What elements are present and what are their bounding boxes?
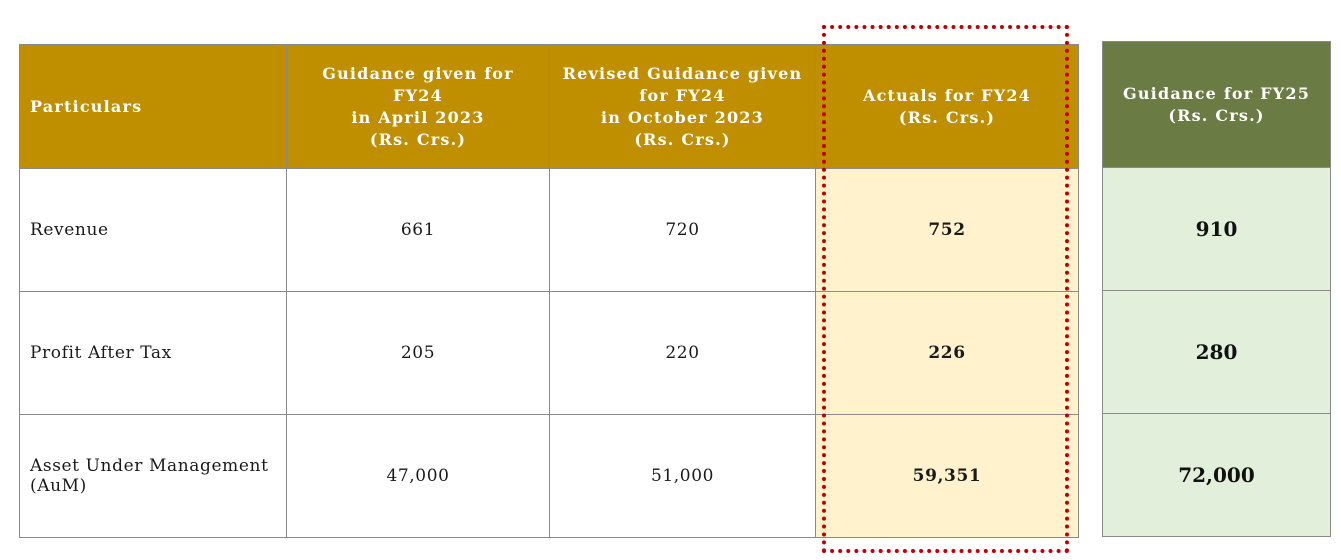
header-fy25-line: (Rs. Crs.)	[1168, 105, 1265, 125]
cell-actual: 59,351	[815, 414, 1079, 538]
row-label: Profit After Tax	[19, 291, 287, 415]
table-header-row: Particulars Guidance given for FY24 in A…	[19, 44, 1079, 169]
header-actuals-line: (Rs. Crs.)	[898, 107, 996, 127]
header-fy25: Guidance for FY25 (Rs. Crs.)	[1102, 41, 1331, 168]
cell-actual: 226	[815, 291, 1079, 415]
row-label: Asset Under Management (AuM)	[19, 414, 287, 538]
row-label-text: Revenue	[30, 220, 109, 240]
cell-actual: 752	[815, 168, 1079, 292]
table-row-revenue: Revenue 661 720 752	[19, 168, 1079, 292]
row-label-text: (AuM)	[30, 476, 87, 496]
header-october-line: in October 2023	[601, 107, 764, 127]
row-label-text: Asset Under Management	[30, 456, 269, 476]
cell-fy25: 280	[1102, 290, 1331, 414]
fy25-row-revenue: 910	[1102, 167, 1331, 291]
header-october-line: (Rs. Crs.)	[634, 129, 731, 149]
header-particulars-label: Particulars	[30, 96, 143, 116]
header-april-line: in April 2023	[351, 107, 485, 127]
header-fy25-line: Guidance for FY25	[1122, 83, 1311, 103]
header-actuals-line: Actuals for FY24	[862, 85, 1031, 105]
cell-april: 205	[286, 291, 550, 415]
header-actuals: Actuals for FY24 (Rs. Crs.)	[815, 44, 1079, 169]
header-particulars: Particulars	[19, 44, 287, 169]
guidance-table: Particulars Guidance given for FY24 in A…	[19, 44, 1079, 538]
row-label: Revenue	[19, 168, 287, 292]
fy25-guidance-table: Guidance for FY25 (Rs. Crs.) 910 280 72,…	[1102, 41, 1331, 537]
fy25-row-pat: 280	[1102, 290, 1331, 414]
cell-october: 220	[549, 291, 816, 415]
header-october-line: Revised Guidance given	[562, 63, 803, 83]
cell-fy25: 72,000	[1102, 413, 1331, 537]
cell-october: 51,000	[549, 414, 816, 538]
header-april-line: (Rs. Crs.)	[369, 129, 467, 149]
cell-october: 720	[549, 168, 816, 292]
fy25-header-row: Guidance for FY25 (Rs. Crs.)	[1102, 41, 1331, 168]
table-row-aum: Asset Under Management (AuM) 47,000 51,0…	[19, 414, 1079, 538]
cell-april: 47,000	[286, 414, 550, 538]
row-label-text: Profit After Tax	[30, 343, 172, 363]
header-october-guidance: Revised Guidance given for FY24 in Octob…	[549, 44, 816, 169]
cell-april: 661	[286, 168, 550, 292]
header-april-line: FY24	[393, 85, 443, 105]
header-october-line: for FY24	[639, 85, 726, 105]
cell-fy25: 910	[1102, 167, 1331, 291]
header-april-guidance: Guidance given for FY24 in April 2023 (R…	[286, 44, 550, 169]
table-row-pat: Profit After Tax 205 220 226	[19, 291, 1079, 415]
header-april-line: Guidance given for	[322, 63, 514, 83]
fy25-row-aum: 72,000	[1102, 413, 1331, 537]
